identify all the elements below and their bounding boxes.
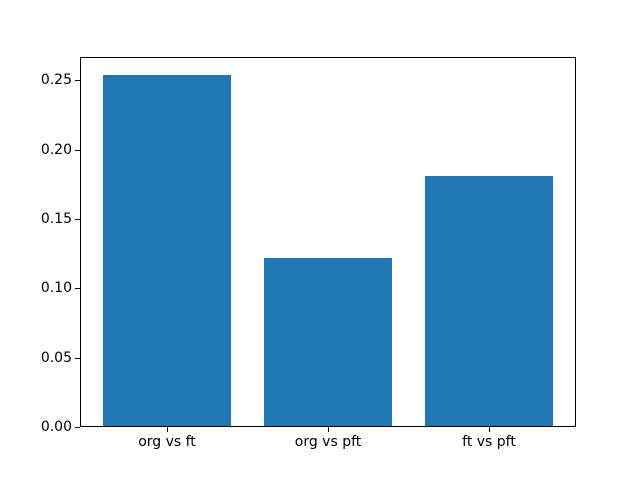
bar-org-vs-pft bbox=[263, 257, 393, 426]
y-tick-label: 0.20 bbox=[40, 141, 72, 158]
y-tick-mark bbox=[75, 288, 80, 290]
y-tick-label: 0.05 bbox=[40, 349, 72, 366]
x-tick-mark bbox=[489, 427, 490, 432]
bar-org-vs-ft bbox=[102, 74, 232, 426]
y-tick-label: 0.15 bbox=[40, 210, 72, 227]
x-tick-label: org vs ft bbox=[138, 434, 196, 450]
y-tick-label: 0.10 bbox=[40, 280, 72, 297]
x-tick-mark bbox=[167, 427, 168, 432]
bar-ft-vs-pft bbox=[424, 175, 554, 426]
y-tick-mark bbox=[75, 80, 80, 82]
y-tick-mark bbox=[75, 149, 80, 151]
x-tick-mark bbox=[328, 427, 329, 432]
x-tick-label: ft vs pft bbox=[462, 434, 516, 450]
y-tick-label: 0.25 bbox=[40, 72, 72, 89]
y-tick-mark bbox=[75, 427, 80, 428]
y-tick-mark bbox=[75, 357, 80, 359]
x-tick-label: org vs pft bbox=[294, 434, 362, 450]
y-tick-label: 0.00 bbox=[40, 419, 72, 435]
y-tick-mark bbox=[75, 218, 80, 220]
